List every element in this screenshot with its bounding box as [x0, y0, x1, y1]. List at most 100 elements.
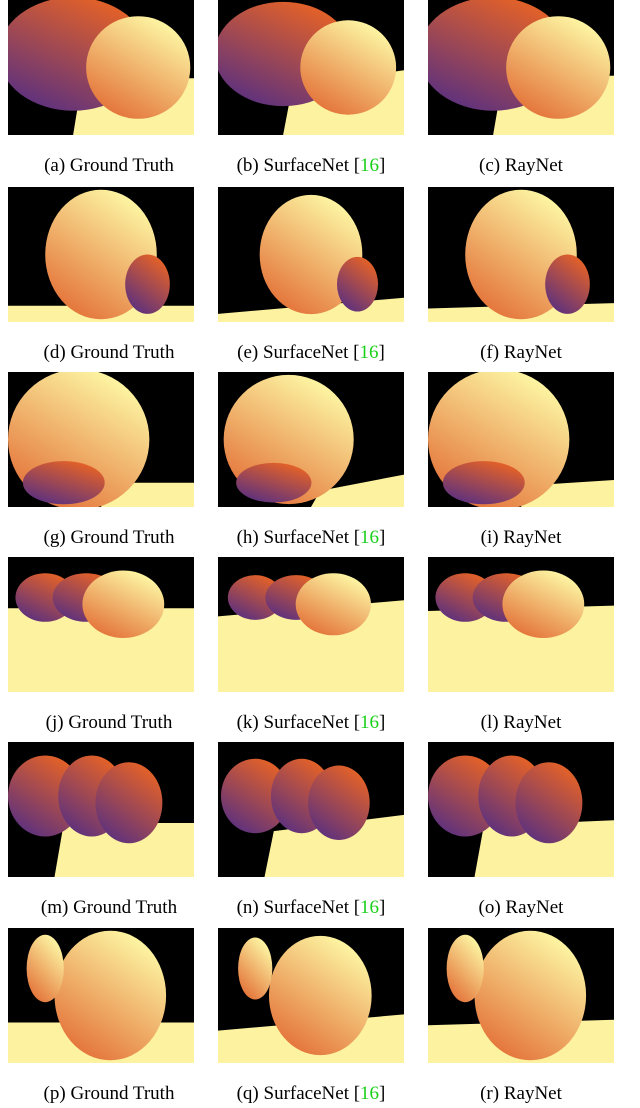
subfigure-surfacenet: (q) SurfaceNet [16]: [218, 928, 428, 1108]
caption-label: (b) SurfaceNet [: [236, 155, 361, 176]
subfigure-ground-truth: (m) Ground Truth: [8, 742, 218, 922]
subfigure-caption: (n) SurfaceNet [16]: [210, 897, 412, 919]
object-region: [236, 462, 312, 503]
depth-map-image: [8, 928, 194, 1063]
subfigure-caption: (j) Ground Truth: [8, 712, 210, 734]
object-region: [295, 573, 371, 636]
caption-label: (f) RayNet: [480, 342, 562, 363]
depth-map-image: [428, 928, 614, 1063]
object-region: [86, 16, 191, 119]
depth-map-image: [428, 557, 614, 692]
depth-map-image: [8, 0, 194, 135]
object-region: [336, 256, 379, 312]
subfigure-ground-truth: (d) Ground Truth: [8, 187, 218, 367]
object-region: [502, 570, 585, 638]
caption-label: (m) Ground Truth: [40, 897, 178, 918]
depth-map-image: [428, 187, 614, 322]
citation-link[interactable]: 16: [360, 897, 380, 918]
depth-map-image: [428, 372, 614, 507]
caption-label: (n) SurfaceNet [: [236, 897, 361, 918]
subfigure-caption: (e) SurfaceNet [16]: [210, 342, 412, 364]
object-region: [227, 575, 283, 620]
depth-map-image: [218, 928, 404, 1063]
depth-map-image: [428, 0, 614, 135]
depth-map-image: [218, 0, 404, 135]
object-region: [442, 461, 525, 505]
caption-bracket: ]: [378, 342, 385, 363]
depth-map-image: [8, 372, 194, 507]
subfigure-surfacenet: (h) SurfaceNet [16]: [218, 372, 428, 552]
caption-label: (h) SurfaceNet [: [236, 527, 361, 548]
caption-bracket: ]: [379, 897, 386, 918]
object-region: [82, 570, 165, 638]
depth-map-image: [218, 187, 404, 322]
object-region: [268, 935, 372, 1056]
depth-map-image: [428, 742, 614, 877]
object-region: [545, 254, 590, 314]
caption-label: (a) Ground Truth: [44, 155, 174, 176]
caption-label: (e) SurfaceNet [: [237, 342, 360, 363]
caption-label: (q) SurfaceNet [: [236, 1083, 361, 1104]
object-region: [238, 937, 273, 1000]
subfigure-surfacenet: (e) SurfaceNet [16]: [218, 187, 428, 367]
caption-label: (d) Ground Truth: [43, 342, 175, 363]
subfigure-raynet: (r) RayNet: [428, 928, 638, 1108]
citation-link[interactable]: 16: [360, 527, 380, 548]
object-region: [220, 758, 290, 834]
subfigure-ground-truth: (j) Ground Truth: [8, 557, 218, 737]
subfigure-caption: (d) Ground Truth: [8, 342, 210, 364]
object-region: [446, 934, 484, 1003]
object-region: [125, 254, 170, 314]
citation-link[interactable]: 16: [360, 155, 380, 176]
subfigure-surfacenet: (b) SurfaceNet [16]: [218, 0, 428, 180]
caption-bracket: ]: [379, 1083, 386, 1104]
subfigure-caption: (c) RayNet: [420, 155, 622, 177]
citation-link[interactable]: 16: [360, 712, 380, 733]
subfigure-caption: (o) RayNet: [420, 897, 622, 919]
subfigure-caption: (k) SurfaceNet [16]: [210, 712, 412, 734]
caption-label: (c) RayNet: [479, 155, 563, 176]
depth-map-image: [8, 742, 194, 877]
subfigure-caption: (a) Ground Truth: [8, 155, 210, 177]
caption-bracket: ]: [379, 527, 386, 548]
subfigure-raynet: (o) RayNet: [428, 742, 638, 922]
subfigure-caption: (i) RayNet: [420, 527, 622, 549]
depth-map-image: [218, 742, 404, 877]
caption-label: (g) Ground Truth: [43, 527, 175, 548]
subfigure-ground-truth: (g) Ground Truth: [8, 372, 218, 552]
caption-label: (l) RayNet: [480, 712, 562, 733]
depth-map-image: [8, 187, 194, 322]
subfigure-raynet: (c) RayNet: [428, 0, 638, 180]
subfigure-surfacenet: (n) SurfaceNet [16]: [218, 742, 428, 922]
subfigure-surfacenet: (k) SurfaceNet [16]: [218, 557, 428, 737]
subfigure-caption: (f) RayNet: [420, 342, 622, 364]
subfigure-caption: (p) Ground Truth: [8, 1083, 210, 1105]
object-region: [300, 20, 397, 115]
caption-label: (k) SurfaceNet [: [236, 712, 361, 733]
object-region: [506, 16, 611, 119]
object-region: [54, 930, 167, 1061]
object-region: [22, 461, 105, 505]
object-region: [308, 765, 370, 841]
subfigure-caption: (h) SurfaceNet [16]: [210, 527, 412, 549]
object-region: [474, 930, 587, 1061]
depth-map-image: [218, 372, 404, 507]
subfigure-raynet: (f) RayNet: [428, 187, 638, 367]
subfigure-raynet: (l) RayNet: [428, 557, 638, 737]
subfigure-caption: (r) RayNet: [420, 1083, 622, 1105]
subfigure-caption: (g) Ground Truth: [8, 527, 210, 549]
depth-map-image: [218, 557, 404, 692]
caption-bracket: ]: [379, 155, 386, 176]
object-region: [515, 762, 583, 844]
caption-label: (j) Ground Truth: [45, 712, 173, 733]
citation-link[interactable]: 16: [360, 1083, 380, 1104]
citation-link[interactable]: 16: [359, 342, 379, 363]
object-region: [95, 762, 163, 844]
subfigure-raynet: (i) RayNet: [428, 372, 638, 552]
subfigure-ground-truth: (a) Ground Truth: [8, 0, 218, 180]
caption-label: (i) RayNet: [480, 527, 562, 548]
caption-label: (r) RayNet: [480, 1083, 562, 1104]
subfigure-caption: (q) SurfaceNet [16]: [210, 1083, 412, 1105]
depth-map-image: [8, 557, 194, 692]
